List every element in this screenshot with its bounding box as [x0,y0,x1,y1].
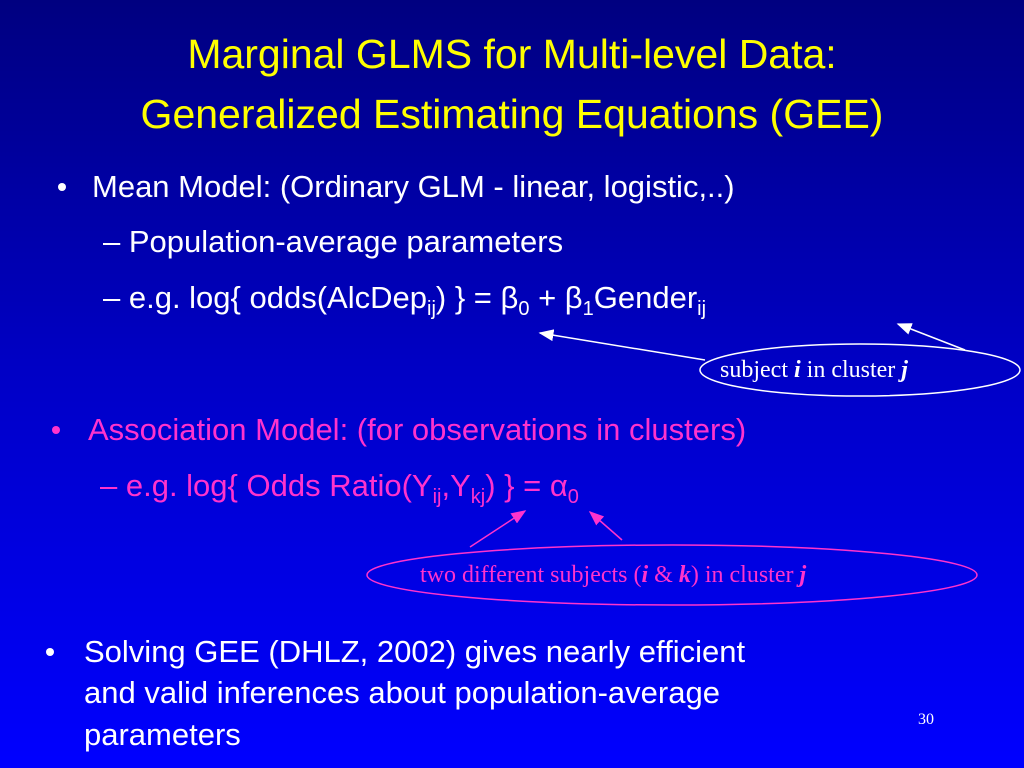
bullet-dot [58,183,66,191]
bullet-text: Solving GEE (DHLZ, 2002) gives nearly ef… [84,634,746,669]
arrow [588,511,623,541]
arrow [538,329,706,361]
text-run: ) } = β [435,280,519,315]
emphasis: i [793,357,801,383]
bullet-dot [52,426,60,434]
text-run: ) } = α [485,468,568,503]
sub-item: – e.g. log{ odds(AlcDepij) } = β0 + β1Ge… [103,282,706,319]
subscript: ij [427,298,436,320]
title-line: Generalized Estimating Equations (GEE) [140,91,884,137]
text-run: two different subjects ( [420,562,642,588]
text-run: – Population-average parameters [103,224,564,259]
text-run: – e.g. log{ Odds Ratio(Y [100,468,433,503]
subscript: 0 [567,486,579,508]
bullet-dot [46,648,54,656]
subscript: 1 [582,298,594,320]
text-run: + β [529,280,583,315]
arrow [896,323,966,351]
subscript: 0 [518,298,530,320]
bullet-text: Association Model: (for observations in … [88,412,747,447]
text-run: in cluster [800,357,902,383]
text-run: subject [720,357,794,383]
emphasis: k [678,562,691,588]
emphasis: j [799,562,807,588]
bullet-text: parameters [84,717,241,752]
text-run: & [648,562,679,588]
sub-item: – Population-average parameters [103,226,563,257]
subscript: ij [697,298,707,320]
subscript: kj [470,486,486,508]
text-run: ) in cluster [690,562,800,588]
bullet-text: and valid inferences about population-av… [84,675,720,710]
text-run: Gender [593,280,698,315]
page-number: 30 [918,711,934,728]
text-run: ,Y [441,468,471,503]
emphasis: j [901,357,908,383]
text-run: – e.g. log{ odds(AlcDep [103,280,427,315]
bullet-text: Mean Model: (Ordinary GLM - linear, logi… [92,169,735,204]
callout-text: two different subjects (i & k) in cluste… [420,563,806,587]
callout-ellipse [699,343,1021,397]
title-line: Marginal GLMS for Multi-level Data: [187,31,837,77]
subscript: ij [432,486,442,508]
callout-ellipse [366,544,978,606]
callout-text: subject i in cluster j [720,358,908,382]
emphasis: i [641,562,649,588]
sub-item: – e.g. log{ Odds Ratio(Yij,Ykj) } = α0 [100,470,579,507]
arrow [469,510,527,548]
